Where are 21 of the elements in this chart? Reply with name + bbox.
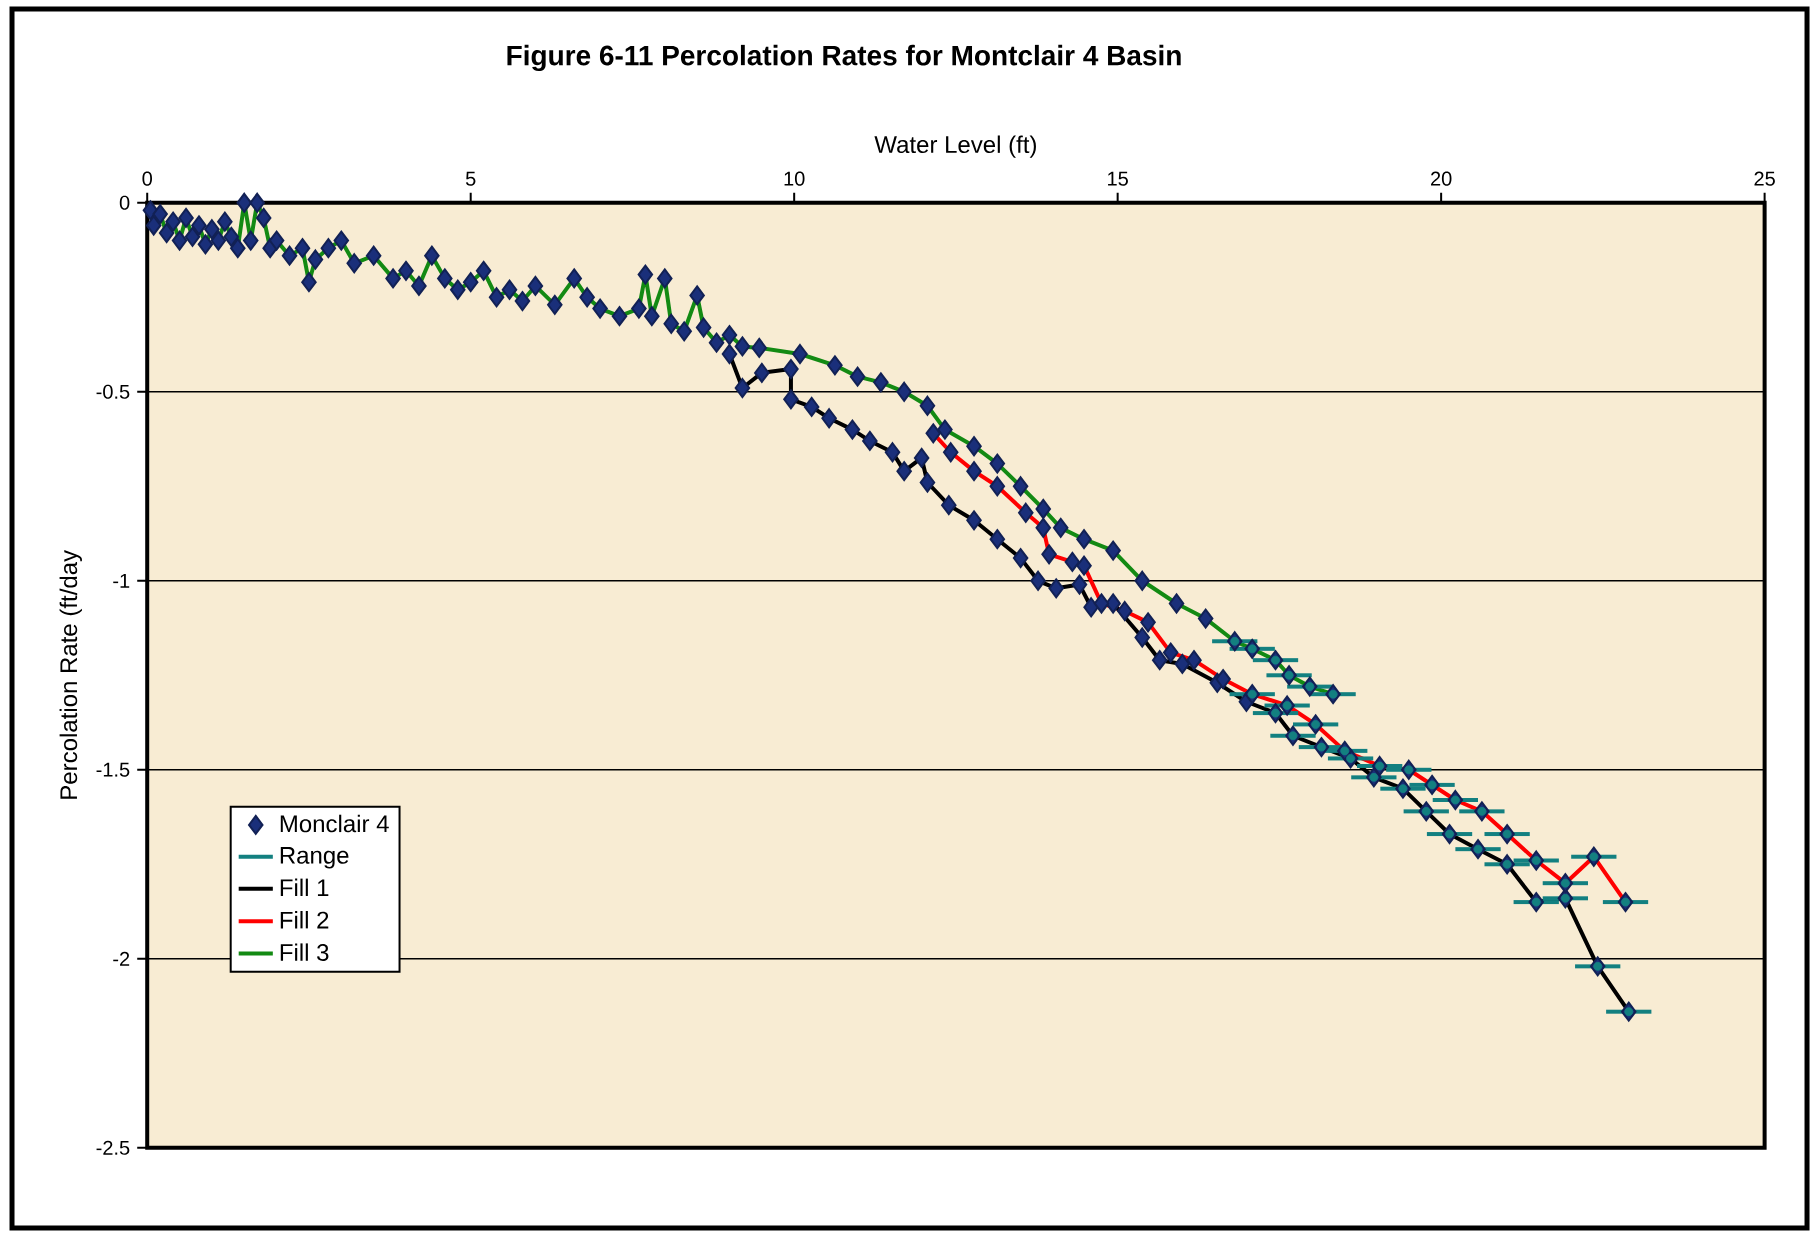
y-tick-label: -0.5 (96, 384, 130, 399)
chart-title: Figure 6-11 Percolation Rates for Montclair 4 Basin (507, 44, 1181, 72)
x-tick-label: 15 (1108, 171, 1128, 186)
y-tick-label: -2 (113, 951, 130, 966)
y-axis-title: Percolation Rate (ft/day (59, 549, 82, 799)
x-tick-label: 25 (1754, 171, 1775, 186)
legend-label: Range (280, 847, 349, 869)
y-tick-label: -1 (113, 573, 130, 588)
y-tick-label: 0 (119, 195, 130, 210)
legend-label: Monclair 4 (280, 814, 389, 833)
x-axis-title: Water Level (ft) (874, 135, 1036, 158)
y-tick-label: -2.5 (96, 1140, 130, 1155)
point (1624, 1007, 1634, 1017)
legend-label: Fill 1 (280, 878, 329, 896)
x-tick-label: 20 (1431, 171, 1452, 186)
legend-label: Fill 2 (280, 911, 329, 929)
y-tick-label: -1.5 (96, 762, 130, 777)
legend-label: Fill 3 (280, 943, 329, 961)
x-tick-label: 10 (784, 171, 805, 186)
x-tick-label: 0 (142, 171, 152, 186)
x-tick-label: 5 (465, 171, 476, 186)
